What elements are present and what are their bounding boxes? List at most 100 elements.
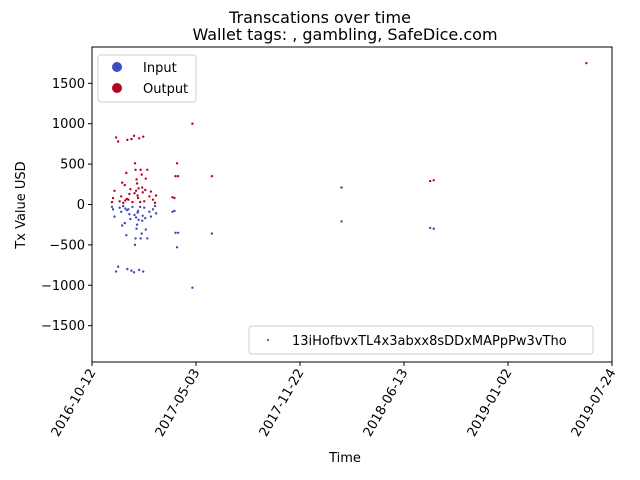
data-point bbox=[126, 138, 129, 142]
data-point bbox=[121, 224, 124, 227]
data-point bbox=[428, 179, 432, 183]
data-point bbox=[133, 162, 137, 165]
data-point bbox=[139, 237, 142, 240]
data-point bbox=[210, 175, 214, 178]
data-point bbox=[432, 227, 435, 230]
data-point bbox=[135, 227, 138, 230]
legend-output-label: Output bbox=[143, 82, 188, 97]
data-point bbox=[131, 205, 134, 209]
y-tick-label: 500 bbox=[60, 158, 85, 173]
data-point bbox=[191, 122, 194, 125]
legend-input-marker bbox=[112, 62, 122, 72]
data-point bbox=[340, 220, 343, 223]
data-point bbox=[111, 208, 115, 211]
y-tick-label: −500 bbox=[49, 238, 85, 253]
data-point bbox=[585, 61, 588, 65]
data-point bbox=[171, 210, 174, 213]
series-input bbox=[110, 204, 435, 289]
x-tick-label: 2016-10-12 bbox=[49, 367, 100, 440]
data-point bbox=[171, 196, 174, 199]
y-tick-label: 1500 bbox=[52, 77, 85, 92]
data-point bbox=[123, 221, 126, 225]
data-point bbox=[113, 189, 116, 192]
x-axis: 2016-10-12 2017-05-03 2017-11-22 2018-06-13… bbox=[49, 362, 620, 440]
y-tick-label: 1000 bbox=[52, 117, 85, 132]
data-point bbox=[128, 212, 131, 216]
data-point bbox=[141, 191, 144, 194]
data-point bbox=[130, 137, 133, 141]
data-point bbox=[143, 200, 146, 203]
data-point bbox=[148, 195, 151, 198]
data-point bbox=[144, 228, 147, 231]
data-point bbox=[125, 233, 128, 237]
y-tick-label: 0 bbox=[77, 198, 85, 213]
data-point bbox=[135, 178, 138, 181]
points-layer bbox=[110, 61, 588, 289]
x-axis-label: Time bbox=[328, 451, 361, 466]
data-point bbox=[132, 271, 136, 274]
data-point bbox=[118, 200, 121, 203]
data-point bbox=[137, 218, 140, 222]
legend-output-marker bbox=[112, 83, 122, 93]
data-point bbox=[151, 208, 155, 211]
data-point bbox=[120, 195, 123, 198]
data-point bbox=[130, 269, 133, 272]
data-point bbox=[134, 189, 138, 192]
data-point bbox=[133, 191, 136, 195]
data-point bbox=[210, 232, 214, 235]
data-point bbox=[173, 209, 176, 213]
series-legend: Input Output bbox=[97, 54, 197, 103]
data-point bbox=[142, 270, 145, 273]
address-legend-marker bbox=[266, 338, 270, 342]
data-point bbox=[114, 270, 118, 273]
address-legend-box bbox=[248, 325, 594, 355]
data-point bbox=[144, 217, 147, 220]
data-point bbox=[137, 137, 141, 140]
data-point bbox=[120, 210, 123, 213]
data-point bbox=[116, 265, 120, 268]
data-point bbox=[143, 206, 146, 209]
data-point bbox=[142, 135, 145, 138]
data-point bbox=[114, 136, 118, 139]
series-output bbox=[110, 61, 588, 205]
data-point bbox=[139, 168, 142, 171]
data-point bbox=[146, 168, 149, 171]
data-point bbox=[134, 168, 137, 171]
data-point bbox=[175, 246, 179, 249]
data-point bbox=[140, 232, 143, 235]
data-point bbox=[137, 268, 141, 272]
data-point bbox=[144, 188, 147, 192]
data-point bbox=[133, 243, 137, 247]
data-point bbox=[125, 171, 128, 175]
data-point bbox=[432, 179, 435, 182]
data-point bbox=[134, 237, 137, 240]
y-tick-label: −1000 bbox=[41, 279, 85, 294]
chart-subtitle: Wallet tags: , gambling, SafeDice.com bbox=[192, 25, 497, 44]
data-point bbox=[144, 177, 147, 180]
data-point bbox=[136, 196, 140, 200]
data-point bbox=[174, 231, 177, 234]
data-point bbox=[125, 208, 129, 212]
x-tick-label: 2017-11-22 bbox=[257, 367, 308, 440]
data-point bbox=[136, 194, 139, 197]
data-point bbox=[122, 201, 125, 205]
data-point bbox=[149, 190, 153, 193]
data-point bbox=[174, 175, 177, 178]
data-point bbox=[153, 201, 157, 205]
data-point bbox=[118, 206, 121, 209]
y-axis-label: Tx Value USD bbox=[14, 161, 29, 249]
data-point bbox=[134, 216, 138, 219]
data-point bbox=[129, 187, 132, 191]
data-point bbox=[340, 186, 343, 189]
x-tick-label: 2019-07-24 bbox=[569, 367, 620, 440]
data-point bbox=[141, 219, 144, 222]
chart-title: Transcations over time bbox=[228, 8, 411, 27]
data-point bbox=[121, 181, 124, 184]
data-point bbox=[133, 213, 136, 217]
x-tick-label: 2017-05-03 bbox=[153, 367, 204, 440]
data-point bbox=[153, 204, 157, 208]
data-point bbox=[111, 196, 115, 200]
x-tick-label: 2019-01-02 bbox=[465, 367, 516, 440]
data-point bbox=[176, 175, 180, 178]
